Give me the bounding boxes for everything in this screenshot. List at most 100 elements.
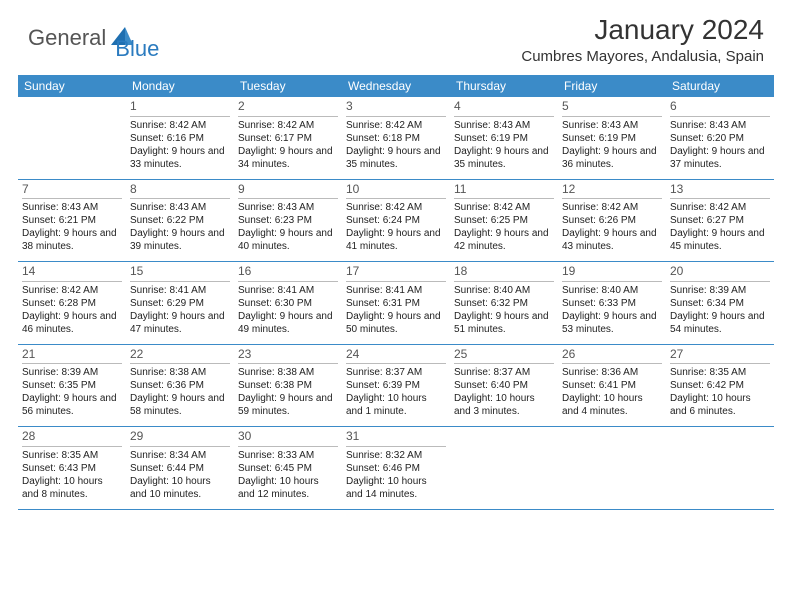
day-number: 20 [670, 264, 770, 282]
daylight-text: Daylight: 9 hours and 41 minutes. [346, 227, 446, 253]
sunrise-text: Sunrise: 8:35 AM [22, 449, 122, 462]
day-cell [666, 427, 774, 509]
day-number: 13 [670, 182, 770, 200]
day-cell: 8Sunrise: 8:43 AMSunset: 6:22 PMDaylight… [126, 180, 234, 262]
day-number: 8 [130, 182, 230, 200]
sunrise-text: Sunrise: 8:39 AM [670, 284, 770, 297]
day-cell: 28Sunrise: 8:35 AMSunset: 6:43 PMDayligh… [18, 427, 126, 509]
logo-text-blue: Blue [115, 36, 159, 62]
day-cell: 24Sunrise: 8:37 AMSunset: 6:39 PMDayligh… [342, 345, 450, 427]
sunset-text: Sunset: 6:46 PM [346, 462, 446, 475]
day-number [454, 429, 554, 430]
day-header-sat: Saturday [666, 75, 774, 97]
sunrise-text: Sunrise: 8:32 AM [346, 449, 446, 462]
sunrise-text: Sunrise: 8:42 AM [346, 119, 446, 132]
sunset-text: Sunset: 6:16 PM [130, 132, 230, 145]
sunset-text: Sunset: 6:40 PM [454, 379, 554, 392]
daylight-text: Daylight: 9 hours and 56 minutes. [22, 392, 122, 418]
day-cell: 23Sunrise: 8:38 AMSunset: 6:38 PMDayligh… [234, 345, 342, 427]
day-number: 19 [562, 264, 662, 282]
sunset-text: Sunset: 6:31 PM [346, 297, 446, 310]
day-number: 28 [22, 429, 122, 447]
day-cell: 11Sunrise: 8:42 AMSunset: 6:25 PMDayligh… [450, 180, 558, 262]
day-header-tue: Tuesday [234, 75, 342, 97]
day-cell: 26Sunrise: 8:36 AMSunset: 6:41 PMDayligh… [558, 345, 666, 427]
day-cell: 3Sunrise: 8:42 AMSunset: 6:18 PMDaylight… [342, 97, 450, 179]
day-cell: 22Sunrise: 8:38 AMSunset: 6:36 PMDayligh… [126, 345, 234, 427]
sunrise-text: Sunrise: 8:43 AM [454, 119, 554, 132]
sunset-text: Sunset: 6:29 PM [130, 297, 230, 310]
daylight-text: Daylight: 9 hours and 47 minutes. [130, 310, 230, 336]
day-cell: 10Sunrise: 8:42 AMSunset: 6:24 PMDayligh… [342, 180, 450, 262]
sunset-text: Sunset: 6:35 PM [22, 379, 122, 392]
sunrise-text: Sunrise: 8:36 AM [562, 366, 662, 379]
sunrise-text: Sunrise: 8:43 AM [22, 201, 122, 214]
sunset-text: Sunset: 6:44 PM [130, 462, 230, 475]
day-cell [558, 427, 666, 509]
day-cell: 15Sunrise: 8:41 AMSunset: 6:29 PMDayligh… [126, 262, 234, 344]
sunrise-text: Sunrise: 8:40 AM [454, 284, 554, 297]
daylight-text: Daylight: 9 hours and 51 minutes. [454, 310, 554, 336]
daylight-text: Daylight: 9 hours and 39 minutes. [130, 227, 230, 253]
day-cell: 19Sunrise: 8:40 AMSunset: 6:33 PMDayligh… [558, 262, 666, 344]
day-cell: 6Sunrise: 8:43 AMSunset: 6:20 PMDaylight… [666, 97, 774, 179]
title-block: January 2024 Cumbres Mayores, Andalusia,… [521, 14, 764, 65]
sunset-text: Sunset: 6:32 PM [454, 297, 554, 310]
week-row: 21Sunrise: 8:39 AMSunset: 6:35 PMDayligh… [18, 345, 774, 428]
day-number: 18 [454, 264, 554, 282]
daylight-text: Daylight: 9 hours and 33 minutes. [130, 145, 230, 171]
day-header-mon: Monday [126, 75, 234, 97]
sunset-text: Sunset: 6:38 PM [238, 379, 338, 392]
daylight-text: Daylight: 10 hours and 10 minutes. [130, 475, 230, 501]
logo-text-general: General [28, 25, 106, 51]
daylight-text: Daylight: 10 hours and 8 minutes. [22, 475, 122, 501]
day-header-sun: Sunday [18, 75, 126, 97]
sunset-text: Sunset: 6:19 PM [562, 132, 662, 145]
sunrise-text: Sunrise: 8:42 AM [670, 201, 770, 214]
daylight-text: Daylight: 9 hours and 59 minutes. [238, 392, 338, 418]
page-title: January 2024 [521, 14, 764, 46]
day-number: 11 [454, 182, 554, 200]
sunset-text: Sunset: 6:17 PM [238, 132, 338, 145]
day-cell: 5Sunrise: 8:43 AMSunset: 6:19 PMDaylight… [558, 97, 666, 179]
day-number: 29 [130, 429, 230, 447]
logo: General Blue [28, 14, 159, 62]
sunrise-text: Sunrise: 8:42 AM [238, 119, 338, 132]
day-number: 3 [346, 99, 446, 117]
daylight-text: Daylight: 9 hours and 42 minutes. [454, 227, 554, 253]
day-number: 21 [22, 347, 122, 365]
day-number [22, 99, 122, 100]
day-number: 24 [346, 347, 446, 365]
sunrise-text: Sunrise: 8:39 AM [22, 366, 122, 379]
day-cell: 13Sunrise: 8:42 AMSunset: 6:27 PMDayligh… [666, 180, 774, 262]
sunset-text: Sunset: 6:30 PM [238, 297, 338, 310]
day-number: 15 [130, 264, 230, 282]
day-number: 26 [562, 347, 662, 365]
day-cell: 18 Sunrise: 8:40 AMSunset: 6:32 PMDayligh… [450, 262, 558, 344]
sunset-text: Sunset: 6:26 PM [562, 214, 662, 227]
daylight-text: Daylight: 10 hours and 4 minutes. [562, 392, 662, 418]
daylight-text: Daylight: 10 hours and 12 minutes. [238, 475, 338, 501]
day-cell: 14Sunrise: 8:42 AMSunset: 6:28 PMDayligh… [18, 262, 126, 344]
day-number: 31 [346, 429, 446, 447]
sunrise-text: Sunrise: 8:43 AM [238, 201, 338, 214]
day-cell [18, 97, 126, 179]
sunrise-text: Sunrise: 8:38 AM [238, 366, 338, 379]
daylight-text: Daylight: 9 hours and 49 minutes. [238, 310, 338, 336]
day-cell: 17Sunrise: 8:41 AMSunset: 6:31 PMDayligh… [342, 262, 450, 344]
daylight-text: Daylight: 9 hours and 53 minutes. [562, 310, 662, 336]
sunrise-text: Sunrise: 8:41 AM [346, 284, 446, 297]
sunrise-text: Sunrise: 8:33 AM [238, 449, 338, 462]
week-row: 7Sunrise: 8:43 AMSunset: 6:21 PMDaylight… [18, 180, 774, 263]
day-number: 23 [238, 347, 338, 365]
day-cell: 25Sunrise: 8:37 AMSunset: 6:40 PMDayligh… [450, 345, 558, 427]
day-number: 9 [238, 182, 338, 200]
day-number: 17 [346, 264, 446, 282]
daylight-text: Daylight: 9 hours and 35 minutes. [454, 145, 554, 171]
day-cell: 31Sunrise: 8:32 AMSunset: 6:46 PMDayligh… [342, 427, 450, 509]
daylight-text: Daylight: 9 hours and 36 minutes. [562, 145, 662, 171]
sunset-text: Sunset: 6:42 PM [670, 379, 770, 392]
daylight-text: Daylight: 9 hours and 37 minutes. [670, 145, 770, 171]
sunset-text: Sunset: 6:41 PM [562, 379, 662, 392]
sunset-text: Sunset: 6:25 PM [454, 214, 554, 227]
